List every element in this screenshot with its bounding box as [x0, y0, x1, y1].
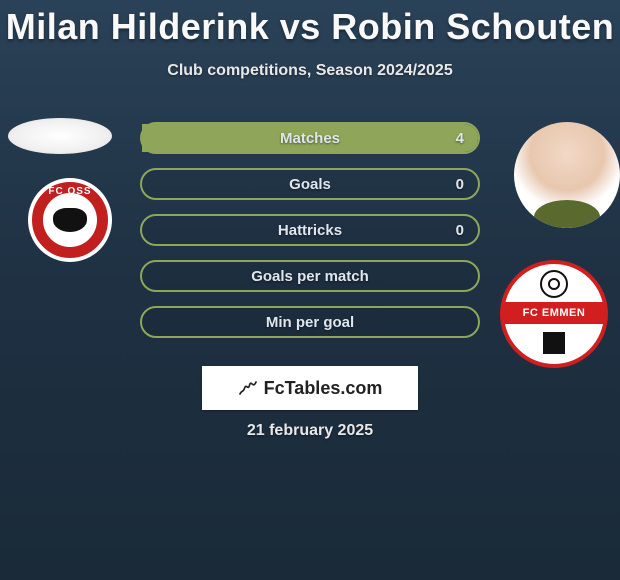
club-right-short: FC EMMEN [504, 302, 604, 324]
stat-row-matches: Matches 4 [140, 122, 480, 154]
ball-icon [540, 270, 568, 298]
stat-label: Goals [289, 176, 331, 193]
stat-right-value: 0 [456, 176, 464, 193]
castle-icon [543, 332, 565, 354]
player-right-avatar [514, 122, 620, 228]
fctables-icon [238, 378, 258, 398]
stats-container: Matches 4 Goals 0 Hattricks 0 Goals per … [140, 122, 480, 352]
stat-row-hattricks: Hattricks 0 [140, 214, 480, 246]
stat-label: Min per goal [266, 314, 354, 331]
fctables-watermark: FcTables.com [202, 366, 418, 410]
stat-right-value: 0 [456, 222, 464, 239]
stat-label: Goals per match [251, 268, 369, 285]
stat-label: Matches [280, 130, 340, 147]
stat-row-goals: Goals 0 [140, 168, 480, 200]
fctables-label: FcTables.com [264, 378, 383, 399]
bull-icon [53, 208, 87, 232]
club-right-logo: FC EMMEN [500, 260, 608, 368]
club-left-logo: FC OSS [28, 178, 112, 262]
player-left-avatar [8, 118, 112, 154]
page-title: Milan Hilderink vs Robin Schouten [0, 0, 620, 48]
stat-row-min-per-goal: Min per goal [140, 306, 480, 338]
stat-row-goals-per-match: Goals per match [140, 260, 480, 292]
date-label: 21 february 2025 [0, 422, 620, 440]
club-left-short: FC OSS [32, 186, 108, 197]
stat-right-value: 4 [456, 130, 464, 147]
stat-label: Hattricks [278, 222, 342, 239]
subtitle: Club competitions, Season 2024/2025 [0, 62, 620, 80]
